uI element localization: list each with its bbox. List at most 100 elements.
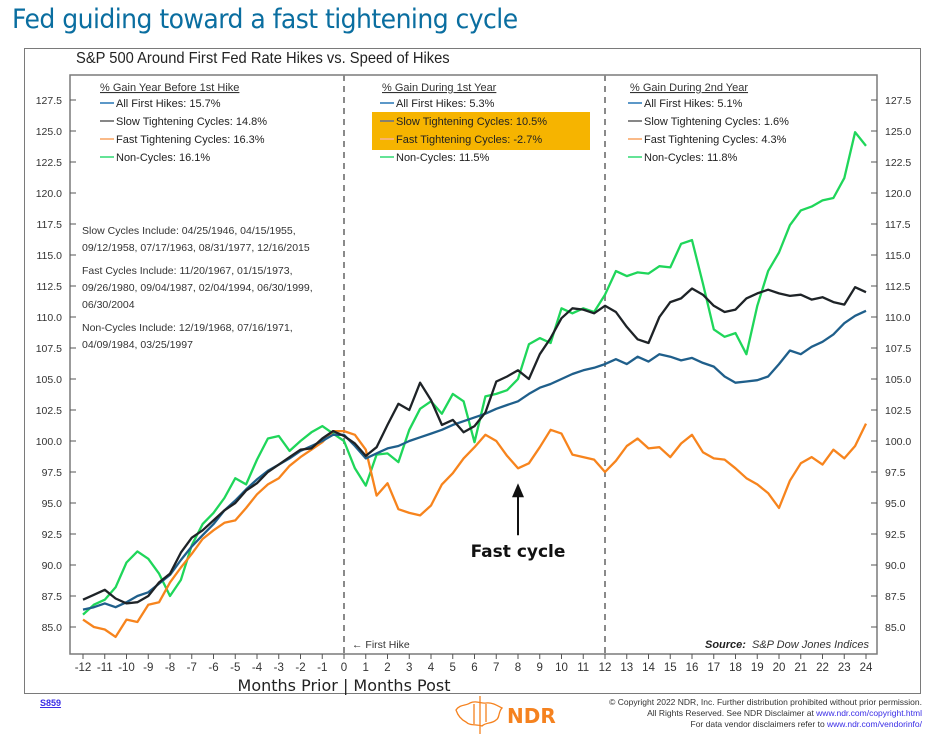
copyright-link[interactable]: www.ndr.com/copyright.html bbox=[816, 708, 922, 718]
y-tick-label-right: 112.5 bbox=[885, 281, 911, 293]
first-hike-label: ← First Hike bbox=[352, 639, 410, 651]
legend-item-slow: Slow Tightening Cycles: 1.6% bbox=[644, 116, 789, 128]
y-tick-label-right: 100.0 bbox=[885, 436, 911, 448]
x-tick-label: -12 bbox=[75, 662, 92, 674]
y-tick-label-left: 105.0 bbox=[36, 374, 62, 386]
legend-item-non: Non-Cycles: 11.8% bbox=[644, 152, 738, 164]
x-tick-label: -4 bbox=[252, 662, 263, 674]
x-tick-label: -10 bbox=[118, 662, 135, 674]
chart-frame bbox=[24, 48, 921, 694]
y-tick-label-left: 87.5 bbox=[42, 591, 63, 603]
x-tick-label: -1 bbox=[317, 662, 327, 674]
y-tick-label-right: 87.5 bbox=[885, 591, 906, 603]
x-axis-label: Months Prior | Months Post bbox=[238, 676, 451, 695]
x-tick-label: -3 bbox=[274, 662, 284, 674]
x-tick-label: 2 bbox=[384, 662, 390, 674]
legend-heading: % Gain Year Before 1st Hike bbox=[100, 82, 239, 94]
x-tick-label: 14 bbox=[642, 662, 655, 674]
cycle-dates-note: Slow Cycles Include: 04/25/1946, 04/15/1… bbox=[82, 225, 296, 237]
fast-cycle-label: Fast cycle bbox=[471, 542, 566, 562]
x-tick-label: 10 bbox=[555, 662, 568, 674]
x-tick-label: 11 bbox=[577, 662, 589, 674]
legend-item-fast: Fast Tightening Cycles: -2.7% bbox=[396, 134, 542, 146]
y-tick-label-right: 120.0 bbox=[885, 188, 911, 200]
cycle-dates-note: 06/30/2004 bbox=[82, 299, 135, 311]
x-tick-label: 23 bbox=[838, 662, 851, 674]
x-tick-label: 1 bbox=[363, 662, 369, 674]
copyright-notice: © Copyright 2022 NDR, Inc. Further distr… bbox=[609, 697, 922, 730]
x-tick-label: -6 bbox=[208, 662, 218, 674]
y-tick-label-left: 110.0 bbox=[37, 312, 63, 324]
y-tick-label-right: 85.0 bbox=[885, 622, 906, 634]
chart-title: S&P 500 Around First Fed Rate Hikes vs. … bbox=[76, 50, 450, 67]
x-tick-label: -2 bbox=[295, 662, 305, 674]
x-tick-label: -9 bbox=[143, 662, 153, 674]
cycle-dates-note: Fast Cycles Include: 11/20/1967, 01/15/1… bbox=[82, 265, 293, 277]
y-tick-label-right: 102.5 bbox=[885, 405, 911, 417]
series-line-non bbox=[82, 131, 867, 616]
y-tick-label-right: 125.0 bbox=[885, 126, 911, 138]
y-tick-label-left: 92.5 bbox=[42, 529, 63, 541]
x-tick-label: 17 bbox=[707, 662, 720, 674]
y-tick-label-left: 115.0 bbox=[37, 250, 63, 262]
x-tick-label: 4 bbox=[428, 662, 435, 674]
source-value: S&P Dow Jones Indices bbox=[752, 639, 869, 651]
legend-highlight-box bbox=[372, 112, 590, 150]
x-tick-label: 9 bbox=[537, 662, 543, 674]
source-label: Source: bbox=[705, 639, 746, 651]
x-tick-label: 18 bbox=[729, 662, 742, 674]
x-tick-label: -11 bbox=[97, 662, 113, 674]
y-tick-label-left: 125.0 bbox=[36, 126, 62, 138]
copyright-line-2-text: All Rights Reserved. See NDR Disclaimer … bbox=[647, 708, 817, 718]
y-tick-label-left: 120.0 bbox=[36, 188, 62, 200]
chart-id-link[interactable]: S859 bbox=[40, 698, 62, 708]
x-tick-label: -5 bbox=[230, 662, 240, 674]
x-tick-label: -8 bbox=[165, 662, 175, 674]
cycle-dates-note: 09/12/1958, 07/17/1963, 08/31/1977, 12/1… bbox=[82, 242, 310, 254]
copyright-line-3-text: For data vendor disclaimers refer to bbox=[690, 719, 828, 729]
y-tick-label-right: 97.5 bbox=[885, 467, 906, 479]
legend-heading: % Gain During 2nd Year bbox=[630, 82, 748, 94]
series-line-all bbox=[82, 309, 867, 611]
copyright-line-2: All Rights Reserved. See NDR Disclaimer … bbox=[609, 708, 922, 719]
y-tick-label-right: 107.5 bbox=[885, 343, 911, 355]
cycle-dates-note: Non-Cycles Include: 12/19/1968, 07/16/19… bbox=[82, 322, 293, 334]
x-tick-label: -7 bbox=[187, 662, 197, 674]
legend-item-non: Non-Cycles: 16.1% bbox=[116, 152, 210, 164]
y-tick-label-right: 122.5 bbox=[885, 157, 911, 169]
copyright-line-1: © Copyright 2022 NDR, Inc. Further distr… bbox=[609, 697, 922, 707]
main-title: Fed guiding toward a fast tightening cyc… bbox=[12, 4, 518, 35]
copyright-line-3: For data vendor disclaimers refer to www… bbox=[609, 719, 923, 730]
x-tick-label: 15 bbox=[664, 662, 677, 674]
fast-cycle-arrow-head bbox=[512, 483, 524, 498]
cycle-dates-note: 04/09/1984, 03/25/1997 bbox=[82, 339, 193, 351]
legend-item-fast: Fast Tightening Cycles: 16.3% bbox=[116, 134, 265, 146]
y-tick-label-right: 95.0 bbox=[885, 498, 906, 510]
y-tick-label-right: 115.0 bbox=[885, 250, 911, 262]
y-tick-label-left: 100.0 bbox=[36, 436, 62, 448]
y-tick-label-left: 97.5 bbox=[42, 467, 63, 479]
x-tick-label: 16 bbox=[686, 662, 699, 674]
y-tick-label-right: 92.5 bbox=[885, 529, 906, 541]
ndr-logo-icon bbox=[455, 696, 504, 734]
y-tick-label-left: 107.5 bbox=[36, 343, 62, 355]
legend-item-slow: Slow Tightening Cycles: 10.5% bbox=[396, 116, 547, 128]
legend-item-slow: Slow Tightening Cycles: 14.8% bbox=[116, 116, 267, 128]
legend-item-all: All First Hikes: 5.3% bbox=[396, 98, 495, 110]
x-tick-label: 22 bbox=[816, 662, 829, 674]
x-tick-label: 6 bbox=[471, 662, 477, 674]
y-tick-label-right: 127.5 bbox=[885, 95, 911, 107]
vendorinfo-link[interactable]: www.ndr.com/vendorinfo/ bbox=[827, 719, 922, 729]
legend-heading: % Gain During 1st Year bbox=[382, 82, 497, 94]
y-tick-label-left: 95.0 bbox=[42, 498, 63, 510]
x-tick-label: 5 bbox=[450, 662, 456, 674]
x-tick-label: 19 bbox=[751, 662, 764, 674]
x-tick-label: 20 bbox=[773, 662, 786, 674]
plot-area-border bbox=[69, 74, 878, 655]
series-line-slow bbox=[82, 286, 867, 605]
y-tick-label-left: 112.5 bbox=[37, 281, 63, 293]
y-tick-label-right: 117.5 bbox=[885, 219, 911, 231]
x-tick-label: 0 bbox=[341, 662, 347, 674]
y-tick-label-left: 85.0 bbox=[42, 622, 63, 634]
